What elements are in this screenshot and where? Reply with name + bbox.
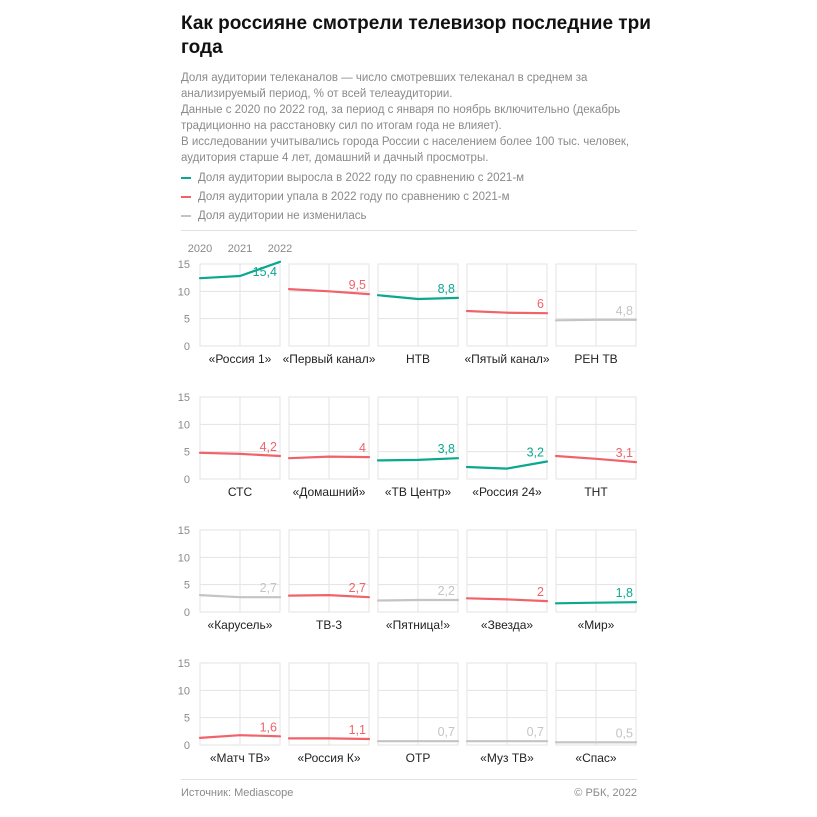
- legend-item-up: Доля аудитории выросла в 2022 году по ср…: [181, 168, 641, 187]
- series-line: [465, 460, 549, 470]
- y-tick-label: 15: [178, 392, 190, 404]
- series-line: [198, 260, 282, 280]
- channel-name: «Пятый канал»: [464, 352, 549, 366]
- value-label: 6: [537, 297, 544, 311]
- channel-name: «Спас»: [575, 751, 617, 765]
- series-line: [376, 598, 460, 602]
- value-label: 3,1: [616, 446, 633, 460]
- y-tick-label: 5: [184, 713, 190, 725]
- year-label: 2020: [188, 243, 212, 255]
- y-tick-label: 10: [178, 419, 190, 431]
- description-paragraph: Данные с 2020 по 2022 год, за период с я…: [181, 104, 621, 132]
- y-tick-label: 5: [184, 314, 190, 326]
- series-line: [465, 597, 549, 603]
- description-paragraph: Доля аудитории телеканалов — число смотр…: [181, 72, 588, 100]
- value-label: 9,5: [349, 278, 366, 292]
- value-label: 15,4: [253, 265, 277, 279]
- series-line: [287, 593, 371, 599]
- value-label: 3,2: [527, 446, 544, 460]
- series-line: [287, 455, 371, 460]
- series-line: [198, 593, 282, 599]
- value-label: 0,7: [438, 725, 455, 739]
- y-tick-label: 0: [184, 740, 190, 752]
- value-label: 2,2: [438, 584, 455, 598]
- y-tick-label: 10: [178, 552, 190, 564]
- channel-name: «Первый канал»: [283, 352, 376, 366]
- channel-name: ОТР: [406, 751, 431, 765]
- series-line: [376, 294, 460, 301]
- legend-item-same: Доля аудитории не изменилась: [181, 206, 641, 225]
- series-line: [554, 601, 638, 605]
- value-label: 3,8: [438, 442, 455, 456]
- y-tick-label: 10: [178, 286, 190, 298]
- value-label: 1,6: [260, 720, 277, 734]
- series-line: [465, 309, 549, 315]
- legend-label-same: Доля аудитории не изменилась: [198, 209, 367, 222]
- series-line: [198, 734, 282, 740]
- series-line: [287, 737, 371, 741]
- legend-swatch-up: [181, 176, 191, 179]
- channel-name: «Россия К»: [297, 751, 360, 765]
- legend-label-down: Доля аудитории упала в 2022 году по срав…: [198, 190, 510, 203]
- value-label: 0,5: [616, 726, 633, 740]
- y-tick-label: 5: [184, 447, 190, 459]
- channel-name: ТНТ: [584, 485, 608, 499]
- divider-top: [181, 230, 637, 231]
- chart-title: Как россияне смотрели телевизор последни…: [181, 13, 651, 58]
- legend-swatch-down: [181, 195, 191, 198]
- legend-item-down: Доля аудитории упала в 2022 году по срав…: [181, 187, 641, 206]
- value-label: 4,2: [260, 440, 277, 454]
- channel-name: «Матч ТВ»: [210, 751, 271, 765]
- value-label: 8,8: [438, 282, 455, 296]
- legend-label-up: Доля аудитории выросла в 2022 году по ср…: [198, 171, 525, 184]
- channel-name: «Карусель»: [208, 618, 273, 632]
- chart-description: Доля аудитории телеканалов — число смотр…: [181, 70, 641, 166]
- channel-name: «Муз ТВ»: [480, 751, 534, 765]
- value-label: 2,7: [260, 581, 277, 595]
- channel-name: «Мир»: [578, 618, 615, 632]
- channel-name: «Звезда»: [481, 618, 533, 632]
- y-tick-label: 5: [184, 580, 190, 592]
- y-tick-label: 0: [184, 607, 190, 619]
- series-line: [376, 457, 460, 462]
- channel-name: НТВ: [406, 352, 430, 366]
- y-tick-label: 0: [184, 474, 190, 486]
- y-tick-label: 15: [178, 525, 190, 537]
- channel-name: «ТВ Центр»: [385, 485, 452, 499]
- source-note: Источник: Mediascope: [181, 787, 294, 799]
- series-line: [287, 288, 371, 296]
- footer: Источник: Mediascope © РБК, 2022: [181, 787, 637, 799]
- value-label: 1,1: [349, 723, 366, 737]
- value-label: 4: [359, 441, 366, 455]
- channel-name: ТВ-3: [316, 618, 342, 632]
- channel-name: «Россия 24»: [472, 485, 542, 499]
- channel-name: «Россия 1»: [209, 352, 272, 366]
- channel-name: СТС: [228, 485, 253, 499]
- y-tick-label: 10: [178, 685, 190, 697]
- value-label: 2,7: [349, 581, 366, 595]
- value-label: 2: [537, 585, 544, 599]
- series-line: [198, 451, 282, 458]
- series-line: [554, 454, 638, 464]
- y-tick-label: 15: [178, 658, 190, 670]
- y-tick-label: 0: [184, 341, 190, 353]
- value-label: 4,8: [616, 304, 633, 318]
- description-paragraph: В исследовании учитывались города России…: [181, 136, 630, 164]
- series-line: [554, 318, 638, 322]
- channel-name: «Пятница!»: [386, 618, 451, 632]
- value-label: 1,8: [616, 586, 633, 600]
- divider-bottom: [181, 779, 637, 780]
- legend-swatch-same: [181, 214, 191, 217]
- channel-name: «Домашний»: [293, 485, 366, 499]
- channel-name: РЕН ТВ: [574, 352, 617, 366]
- value-label: 0,7: [527, 725, 544, 739]
- y-tick-label: 15: [178, 259, 190, 271]
- copyright-note: © РБК, 2022: [574, 787, 637, 799]
- year-label: 2022: [268, 243, 292, 255]
- legend: Доля аудитории выросла в 2022 году по ср…: [181, 168, 641, 225]
- year-label: 2021: [228, 243, 252, 255]
